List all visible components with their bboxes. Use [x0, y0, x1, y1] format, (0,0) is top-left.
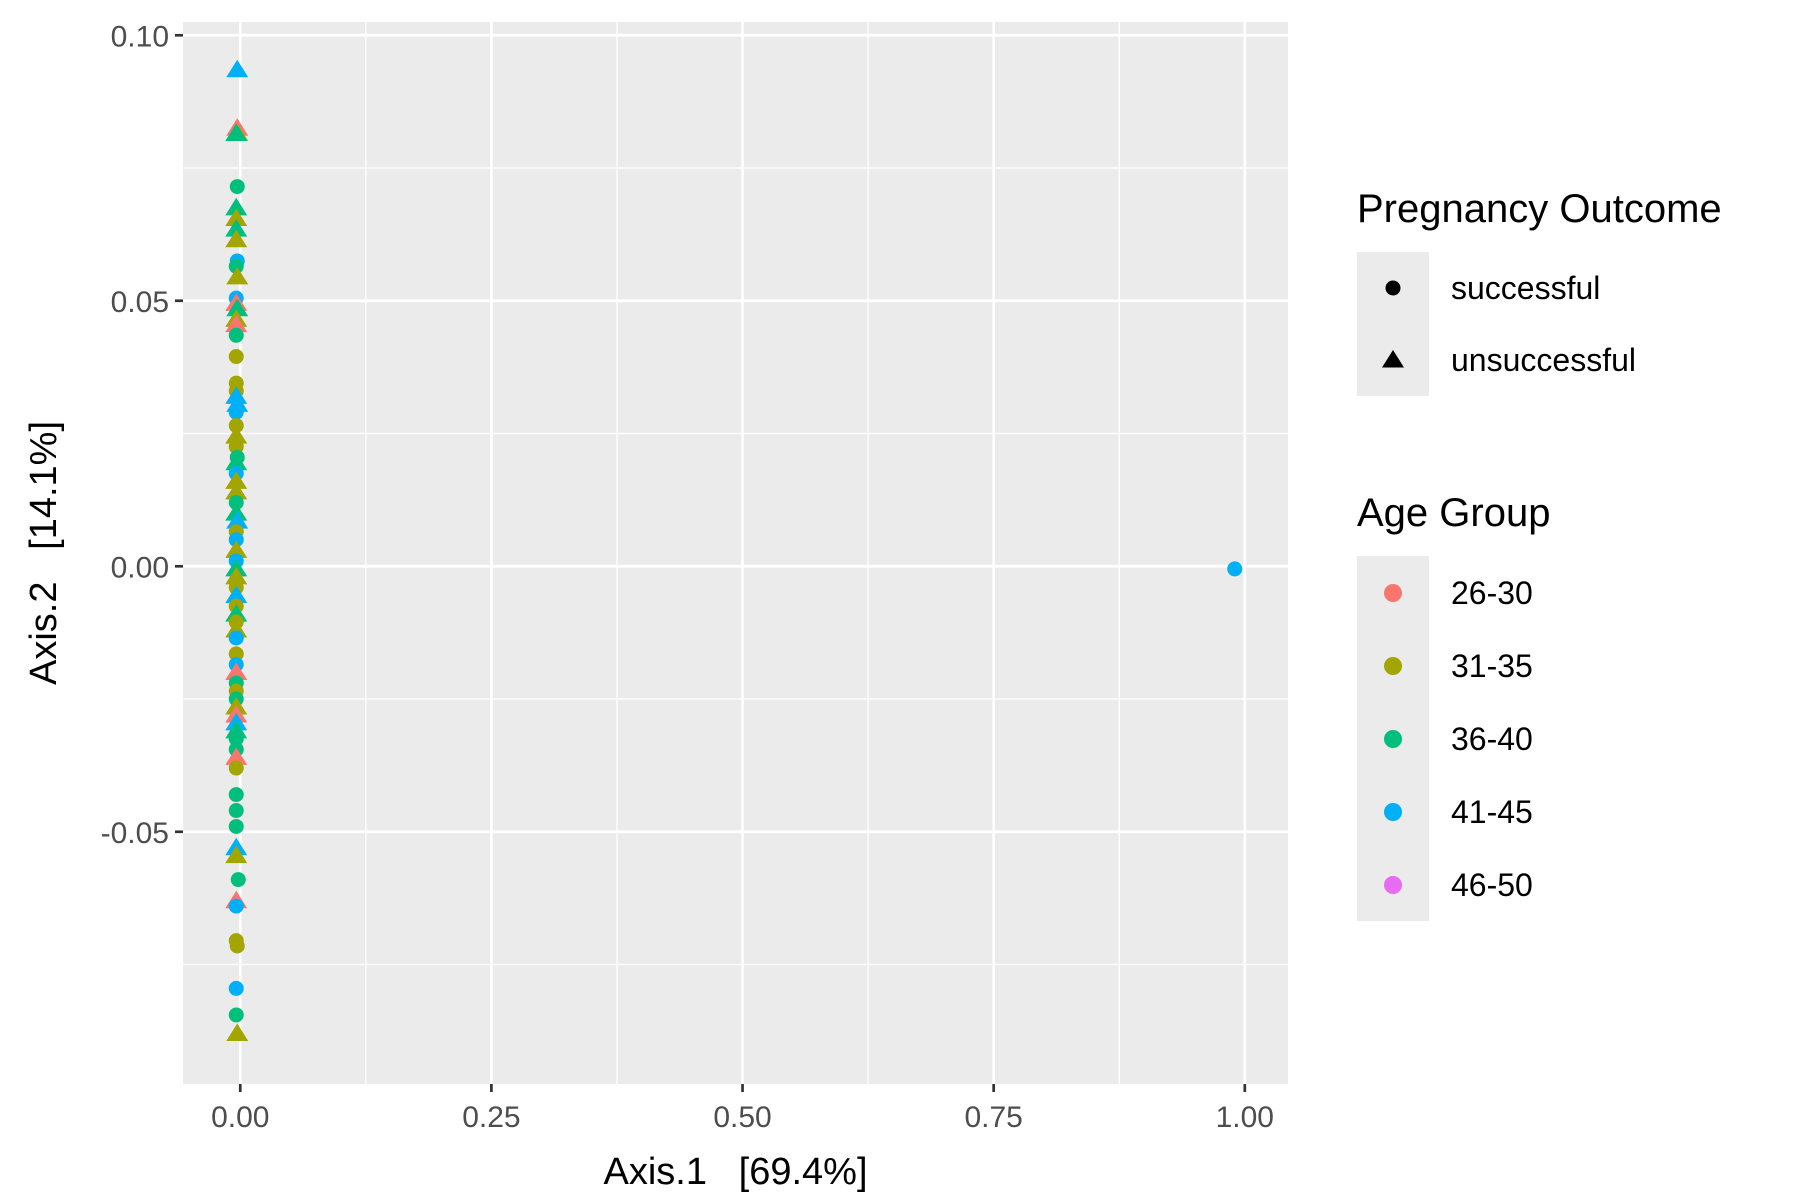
data-point — [225, 540, 248, 558]
data-point — [228, 787, 244, 803]
data-point — [226, 1023, 249, 1042]
data-point — [228, 731, 244, 747]
y-tick-label: 0.05 — [111, 286, 169, 319]
data-point — [225, 314, 248, 333]
data-point — [225, 197, 248, 216]
y-tick-label: -0.05 — [101, 817, 169, 850]
data-point — [225, 566, 248, 585]
legend-key-36-40 — [1384, 730, 1402, 748]
major-gridlines — [183, 22, 1288, 1084]
data-point — [228, 349, 244, 365]
data-point — [228, 818, 244, 834]
legend-label-36-40: 36-40 — [1451, 721, 1533, 757]
data-point — [228, 327, 244, 343]
x-tick-label: 0.25 — [462, 1101, 520, 1134]
data-point — [225, 747, 248, 765]
data-point — [228, 803, 244, 819]
legend-key-triangle — [1382, 350, 1404, 368]
data-point — [228, 630, 244, 646]
data-point — [229, 179, 245, 195]
data-point — [225, 123, 248, 142]
legend-key-circle — [1385, 280, 1401, 296]
x-axis-title: Axis.1 [69.4%] — [603, 1151, 867, 1193]
x-tick-label: 0.00 — [211, 1101, 269, 1134]
legend-key-31-35 — [1384, 657, 1402, 675]
data-point — [225, 845, 248, 864]
data-point — [228, 1007, 244, 1023]
data-point — [225, 503, 248, 521]
data-point — [225, 208, 248, 226]
data-point — [225, 229, 248, 248]
x-tick-label: 0.50 — [713, 1101, 771, 1134]
legend-label-26-30: 26-30 — [1451, 575, 1533, 611]
data-point — [228, 898, 244, 914]
legend-label-41-45: 41-45 — [1451, 794, 1533, 830]
legend-age-group-title: Age Group — [1357, 491, 1550, 535]
x-axis: 0.00 0.25 0.50 0.75 1.00 — [211, 1084, 1274, 1134]
legend-key-background — [1357, 252, 1429, 396]
x-tick-label: 0.75 — [964, 1101, 1022, 1134]
data-point — [225, 585, 248, 603]
data-point — [225, 481, 248, 500]
data-point — [225, 471, 248, 489]
y-axis-title: Axis.2 [14.1%] — [23, 421, 65, 685]
data-point — [226, 298, 249, 317]
data-point — [229, 938, 245, 954]
data-point — [225, 219, 248, 237]
data-point — [225, 386, 248, 404]
plot-panel — [183, 22, 1288, 1084]
data-points — [225, 59, 1243, 1042]
legend-pregnancy-outcome-title: Pregnancy Outcome — [1357, 187, 1722, 231]
legend-label-31-35: 31-35 — [1451, 648, 1533, 684]
data-point — [1227, 561, 1243, 577]
data-point — [226, 511, 249, 529]
legend-key-46-50 — [1384, 876, 1402, 894]
data-point — [228, 532, 244, 548]
legend-label-unsuccessful: unsuccessful — [1451, 342, 1636, 378]
data-point — [228, 258, 244, 274]
data-point — [228, 404, 244, 420]
data-point — [228, 980, 244, 996]
legend-pregnancy-outcome: Pregnancy Outcome successful unsuccessful — [1357, 187, 1722, 396]
data-point — [230, 872, 246, 888]
legend-label-successful: successful — [1451, 270, 1600, 306]
data-point — [228, 495, 244, 511]
legend-key-26-30 — [1384, 584, 1402, 602]
legend-age-group: Age Group 26-30 31-35 36-40 41-45 46-50 — [1357, 491, 1550, 921]
y-tick-label: 0.10 — [111, 20, 169, 53]
data-point — [226, 59, 249, 78]
data-point — [225, 426, 248, 444]
legend-key-41-45 — [1384, 803, 1402, 821]
y-axis: -0.05 0.00 0.05 0.10 — [101, 20, 183, 850]
data-point — [226, 266, 249, 285]
minor-gridlines — [183, 22, 1288, 1084]
data-point — [228, 760, 244, 776]
data-point — [228, 646, 244, 662]
x-tick-label: 1.00 — [1216, 1101, 1274, 1134]
data-point — [225, 662, 248, 680]
data-point — [228, 418, 244, 434]
data-point — [225, 452, 248, 471]
legend-label-46-50: 46-50 — [1451, 867, 1533, 903]
y-tick-label: 0.00 — [111, 551, 169, 584]
